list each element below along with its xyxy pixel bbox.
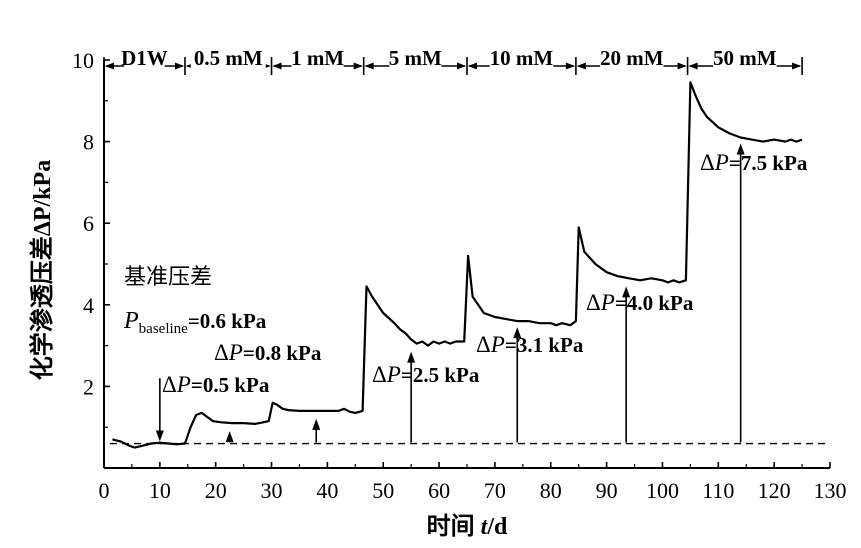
delta-symbol: Δ — [586, 290, 601, 315]
delta-label: ΔP=7.5 kPa — [700, 150, 808, 175]
phase-arrow-right — [353, 62, 363, 70]
y-tick-label: 10 — [72, 48, 94, 73]
axes: 0 10 20 30 40 50 60 70 80 90 100 110 120 130 2 4 6 8 10 — [72, 48, 847, 503]
delta-arrow — [312, 418, 321, 443]
y-tick-label: 2 — [83, 374, 94, 399]
phase-label-bg — [124, 52, 165, 70]
delta-arrow-head — [407, 351, 416, 363]
delta-arrow — [736, 143, 745, 443]
phase-label-bg — [489, 52, 554, 70]
delta-var: P — [176, 372, 191, 397]
phase-label-bg — [599, 52, 664, 70]
delta-arrow — [225, 431, 234, 443]
phase-arrow-right — [565, 62, 575, 70]
delta-label: ΔP=0.8 kPa — [214, 340, 322, 365]
delta-value: =0.5 kPa — [191, 373, 270, 397]
x-tick-label: 130 — [814, 478, 847, 503]
delta-symbol: Δ — [476, 332, 491, 357]
phase-label-bg — [291, 52, 344, 70]
delta-var: P — [228, 340, 243, 365]
x-axis-title-suffix: /d — [486, 514, 508, 540]
baseline-var: P — [123, 308, 139, 334]
phase-label: 10 mM — [490, 46, 554, 70]
delta-value: =7.5 kPa — [729, 151, 808, 175]
phase-label: 50 mM — [713, 46, 777, 70]
phase-arrow-right — [174, 62, 184, 70]
phase-arrow-right — [677, 62, 687, 70]
delta-arrow — [407, 351, 416, 443]
x-tick-label: 100 — [646, 478, 679, 503]
delta-symbol: Δ — [162, 372, 177, 397]
baseline-sub: baseline — [139, 321, 188, 337]
x-tick-label: 0 — [99, 478, 110, 503]
phase-arrow-right — [457, 62, 466, 70]
delta-arrow-head — [312, 418, 321, 430]
delta-label: ΔP=4.0 kPa — [586, 290, 694, 315]
delta-arrow-head — [225, 431, 234, 443]
x-tick-label: 20 — [205, 478, 227, 503]
delta-label: ΔP=2.5 kPa — [372, 362, 480, 387]
delta-symbol: Δ — [700, 150, 715, 175]
x-tick-label: 80 — [540, 478, 562, 503]
delta-arrow — [622, 286, 631, 443]
phase-arrow-left — [364, 62, 374, 70]
y-axis-title: 化学渗透压差ΔP/kPa — [28, 160, 56, 380]
delta-var: P — [714, 150, 729, 175]
x-tick-label: 110 — [702, 478, 734, 503]
phase-arrow-left — [688, 62, 698, 70]
delta-symbol: Δ — [372, 362, 387, 387]
phase-label: 20 mM — [600, 46, 664, 70]
x-tick-label: 70 — [484, 478, 506, 503]
phase-label-bg — [389, 52, 442, 70]
phase-arrow-left — [272, 62, 282, 70]
y-tick-label: 4 — [83, 293, 94, 318]
delta-var: P — [490, 332, 505, 357]
delta-arrow-head — [622, 286, 631, 298]
x-axis-title-var: t — [481, 514, 489, 540]
baseline-value: =0.6 kPa — [188, 309, 267, 333]
delta-symbol: Δ — [214, 340, 229, 365]
delta-var: P — [386, 362, 401, 387]
x-axis-title: 时间 t/d — [427, 513, 508, 540]
phase-bar: D1W 0.5 mM 1 mM 5 mM 10 mM 20 mM 50 mM — [103, 46, 803, 75]
x-tick-label: 90 — [596, 478, 618, 503]
phase-label-bg — [190, 52, 266, 70]
delta-value: =0.8 kPa — [243, 341, 322, 365]
x-tick-label: 40 — [316, 478, 338, 503]
delta-label: ΔP=0.5 kPa — [162, 372, 270, 397]
series-line — [112, 81, 803, 449]
x-tick-label: 120 — [758, 478, 791, 503]
delta-value: =3.1 kPa — [505, 333, 584, 357]
x-tick-label: 10 — [149, 478, 171, 503]
x-tick-label: 60 — [428, 478, 450, 503]
baseline-value-label: Pbaseline=0.6 kPa — [123, 308, 267, 337]
phase-label: D1W — [121, 46, 168, 70]
delta-arrow-head — [513, 327, 522, 339]
phase-arrow-left — [105, 62, 114, 70]
x-axis-title-prefix: 时间 — [427, 513, 481, 540]
delta-arrow — [513, 327, 522, 443]
y-tick-label: 8 — [83, 130, 94, 155]
delta-label: ΔP=3.1 kPa — [476, 332, 584, 357]
delta-value: =4.0 kPa — [615, 291, 694, 315]
baseline-arrow-head — [155, 430, 164, 442]
phase-arrow-left — [468, 62, 477, 70]
phase-arrow-right — [792, 62, 802, 70]
series-group — [112, 81, 803, 449]
phase-label: 5 mM — [389, 46, 442, 70]
delta-var: P — [600, 290, 615, 315]
x-tick-label: 50 — [372, 478, 394, 503]
y-tick-label: 6 — [83, 211, 94, 236]
phase-label: 0.5 mM — [194, 46, 263, 70]
phase-label-bg — [713, 52, 777, 70]
phase-arrow-left — [576, 62, 586, 70]
baseline-title: 基准压差 — [124, 264, 212, 289]
baseline-arrow — [155, 378, 164, 442]
x-tick-label: 30 — [261, 478, 283, 503]
delta-arrow-head — [736, 143, 745, 155]
phase-label: 1 mM — [291, 46, 344, 70]
delta-value: =2.5 kPa — [401, 363, 480, 387]
